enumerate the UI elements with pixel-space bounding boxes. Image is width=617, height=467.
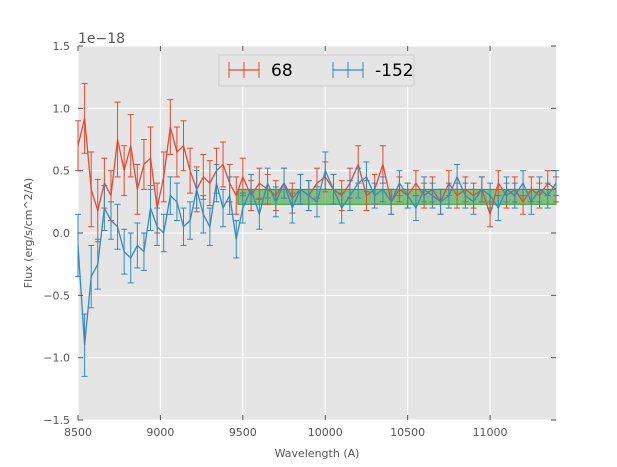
- axis-ticks: 8500 9000 9500 10000 10500 11000 −1.5 −1.0 −0.5 0…: [43, 40, 556, 439]
- x-tick-label: 9500: [229, 426, 257, 439]
- y-tick-label: −0.5: [43, 289, 70, 302]
- series-layer: [75, 82, 559, 377]
- series-line: [77, 168, 557, 346]
- x-tick-label: 11000: [473, 426, 508, 439]
- series-line: [77, 118, 557, 217]
- y-tick-label: −1.0: [43, 352, 70, 365]
- x-axis-label: Wavelength (A): [275, 447, 360, 460]
- y-tick-label: 0.0: [53, 227, 71, 240]
- legend-entry: -152: [332, 61, 414, 81]
- x-tick-label: 8500: [64, 426, 92, 439]
- legend-label: -152: [375, 61, 414, 81]
- y-tick-label: 1.5: [53, 40, 71, 53]
- y-tick-label: −1.5: [43, 414, 70, 427]
- legend-entry: 68: [228, 61, 293, 81]
- x-tick-label: 10500: [390, 426, 425, 439]
- y-offset-text: 1e−18: [78, 31, 125, 47]
- series-2: [75, 151, 559, 377]
- x-tick-label: 10000: [308, 426, 343, 439]
- y-tick-label: 0.5: [53, 165, 71, 178]
- y-tick-label: 1.0: [53, 102, 71, 115]
- x-tick-label: 9000: [146, 426, 174, 439]
- legend: 68 -152: [218, 54, 415, 87]
- legend-label: 68: [271, 61, 293, 81]
- y-axis-label: Flux (erg/s/cm^2/A): [22, 178, 35, 288]
